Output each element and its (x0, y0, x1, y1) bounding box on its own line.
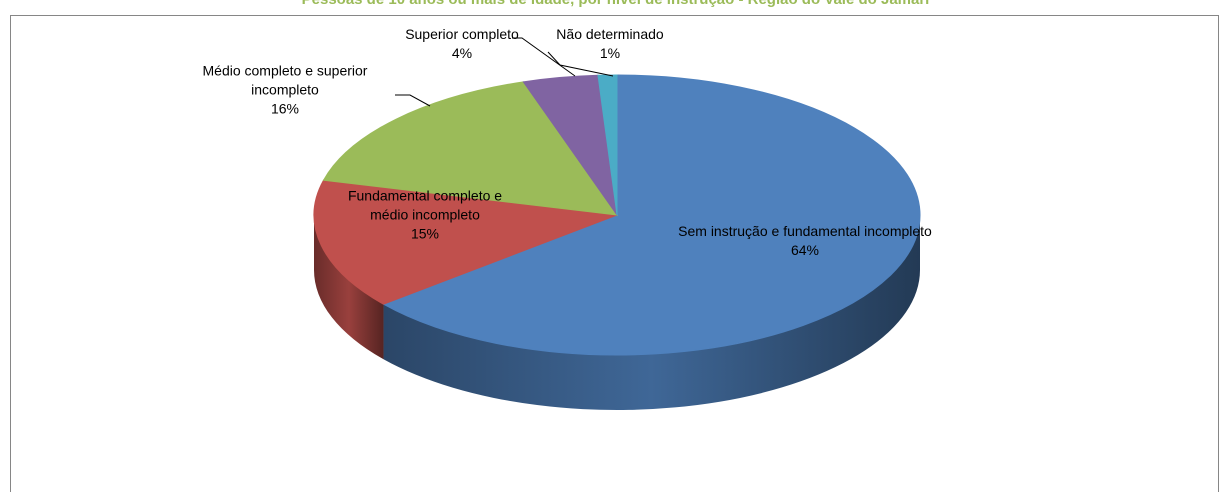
data-label: Fundamental completo e médio incompleto 1… (330, 187, 520, 244)
data-label: Sem instrução e fundamental incompleto 64… (675, 222, 935, 260)
leader-line (547, 51, 614, 77)
category-label: Não determinado (556, 26, 664, 42)
pie-slice (382, 74, 921, 356)
value-label: 1% (599, 45, 621, 61)
leader-line (512, 37, 576, 77)
chart-border (10, 15, 1219, 492)
chart-title: Pessoas de 10 anos ou mais de idade, por… (0, 0, 1231, 8)
category-label: Superior completo (405, 26, 519, 42)
category-label: Sem instrução e fundamental incompleto (678, 223, 932, 239)
leader-line (395, 94, 431, 107)
pie-slice-side (383, 215, 920, 410)
pie-slice (313, 179, 618, 305)
category-label: Fundamental completo e médio incompleto (347, 187, 503, 223)
pie-slice-side (314, 215, 384, 360)
value-label: 15% (410, 225, 440, 242)
data-label: Superior completo 4% (377, 25, 547, 63)
value-label: 16% (270, 100, 300, 117)
category-label: Médio completo e superior incompleto (202, 62, 368, 98)
value-label: 64% (790, 242, 820, 258)
data-label: Médio completo e superior incompleto 16% (185, 62, 385, 119)
data-label: Não determinado 1% (535, 25, 685, 63)
value-label: 4% (451, 45, 473, 61)
pie-slice (322, 81, 619, 216)
